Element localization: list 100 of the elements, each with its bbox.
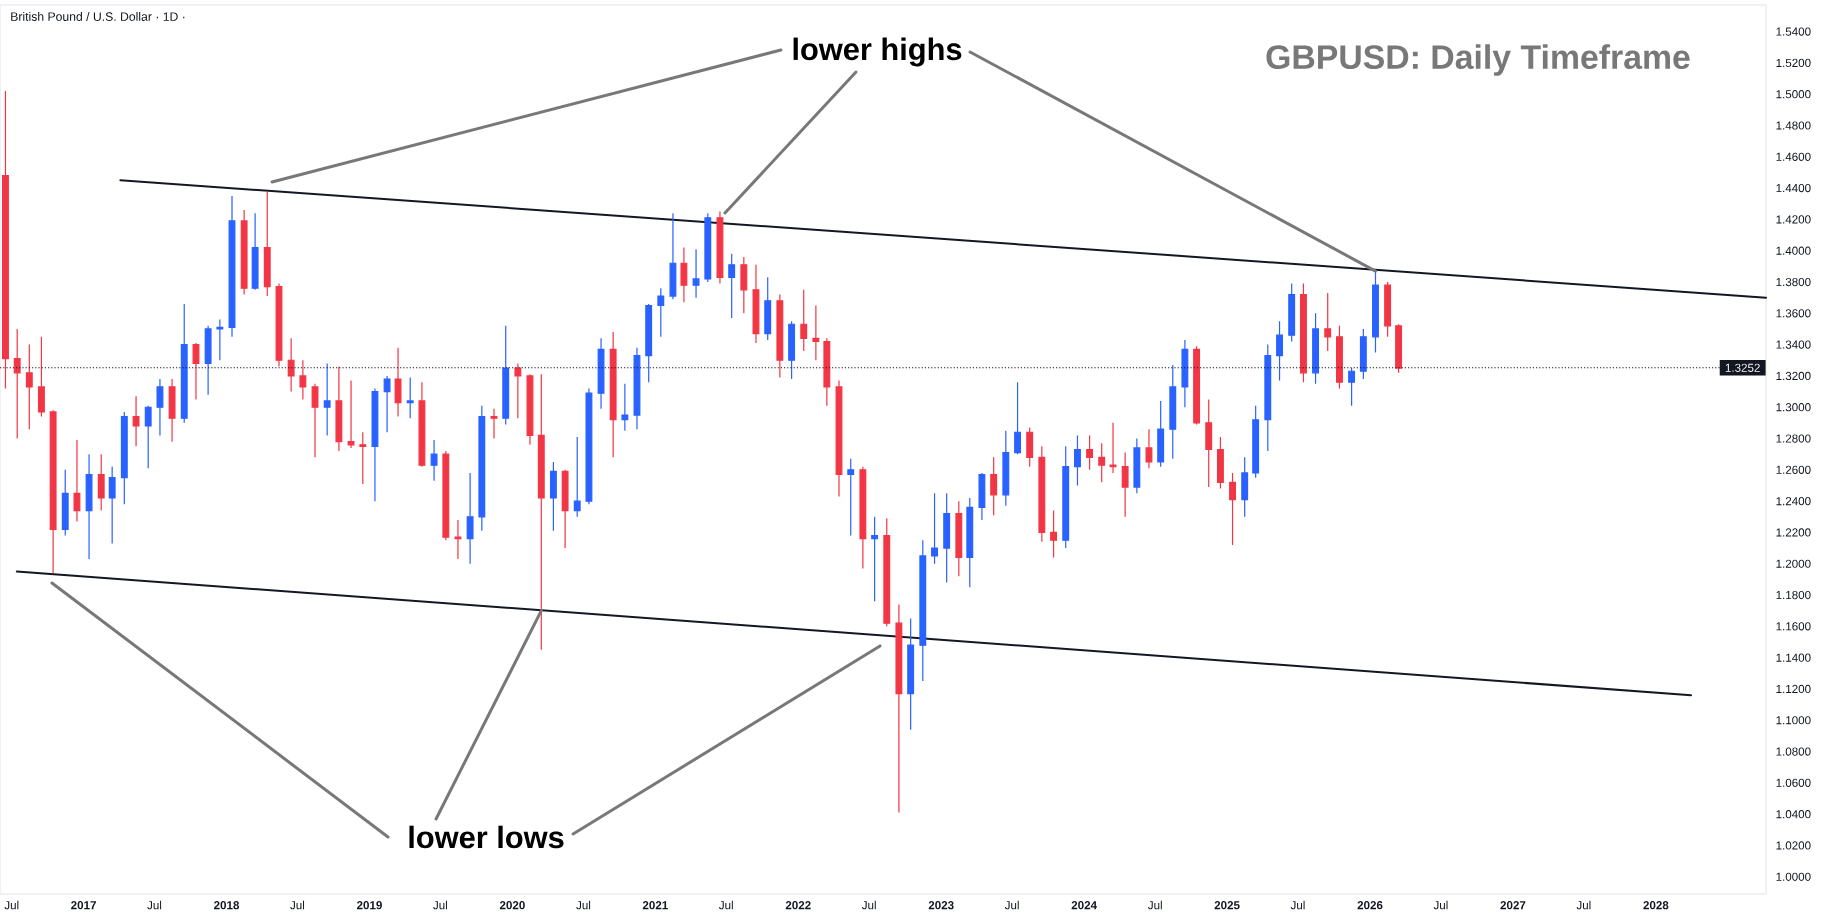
candlestick [1109, 422, 1117, 474]
x-tick-label: Jul [147, 900, 162, 910]
y-tick-label: 1.5200 [1776, 58, 1811, 68]
candlestick [263, 190, 271, 297]
candlestick [883, 517, 891, 627]
candlestick [597, 337, 605, 410]
candlestick [1359, 328, 1367, 380]
candlestick [192, 342, 200, 400]
candlestick [633, 347, 641, 430]
candlestick [228, 195, 236, 338]
candlestick [1062, 445, 1070, 549]
candlestick [1205, 398, 1213, 488]
candlestick [966, 497, 974, 588]
x-tick-label: 2028 [1643, 901, 1669, 910]
ref-line-label: 1.3252 [1725, 363, 1760, 372]
candlestick [49, 409, 57, 574]
candlestick [275, 282, 283, 368]
candlestick [537, 373, 545, 651]
candlestick [609, 331, 617, 458]
candlestick [347, 380, 355, 449]
y-tick-label: 1.5400 [1776, 27, 1811, 36]
y-tick-label: 1.4600 [1776, 152, 1811, 161]
candlestick [1241, 456, 1249, 518]
candlestick [1288, 282, 1296, 343]
y-tick-label: 1.2200 [1776, 528, 1811, 537]
candlestick [1014, 381, 1022, 455]
candlestick [716, 210, 724, 285]
candlestick [955, 500, 963, 577]
x-tick-label: Jul [1433, 900, 1448, 910]
candlestick [526, 373, 534, 446]
candlestick [1002, 430, 1010, 507]
candlestick [1145, 428, 1153, 469]
candlestick [1038, 445, 1046, 543]
candlestick [371, 387, 379, 502]
x-tick-label: Jul [718, 900, 733, 910]
candlestick [931, 492, 938, 565]
x-tick-label: 2020 [499, 901, 525, 910]
candlestick [800, 289, 808, 352]
candlestick [108, 466, 116, 544]
y-tick-label: 1.2000 [1776, 559, 1811, 568]
candlestick [1133, 437, 1141, 494]
candlestick [561, 469, 569, 549]
x-tick-label: Jul [1576, 900, 1591, 910]
annotation: lower lows [409, 825, 564, 849]
candlestick [1372, 270, 1379, 354]
candlestick [788, 320, 796, 380]
candlestick [323, 362, 331, 436]
y-tick-label: 1.2600 [1776, 465, 1811, 474]
candlestick [1050, 509, 1058, 559]
y-tick-label: 1.1200 [1776, 684, 1811, 694]
y-tick-label: 1.5000 [1776, 90, 1811, 99]
candlestick [621, 383, 629, 432]
candlestick [1348, 367, 1356, 407]
candlestick [1086, 434, 1094, 471]
candlestick [359, 431, 367, 485]
y-tick-label: 1.0000 [1776, 872, 1811, 881]
candlestick [335, 365, 343, 452]
candlestick [1384, 281, 1392, 338]
candlestick [454, 519, 462, 560]
candlestick [1169, 364, 1177, 460]
candlestick [1252, 405, 1260, 479]
candlestick [669, 212, 677, 300]
candlestick [299, 359, 307, 400]
candlestick [37, 336, 45, 418]
y-tick-label: 1.0800 [1776, 747, 1811, 756]
candlestick [847, 458, 855, 537]
candlestick [240, 209, 248, 296]
candlestick [1026, 426, 1034, 468]
candlestick [907, 617, 915, 731]
x-tick-label: 2027 [1500, 901, 1526, 910]
candlestick [1229, 472, 1236, 546]
candlestick [1299, 282, 1307, 383]
y-tick-label: 1.4800 [1776, 121, 1811, 130]
y-tick-label: 1.3400 [1776, 340, 1811, 349]
candlestick [1157, 400, 1165, 468]
y-tick-label: 1.0400 [1776, 810, 1811, 819]
y-tick-label: 1.3200 [1776, 371, 1811, 381]
candlestick [2, 90, 9, 390]
candlestick [383, 375, 391, 433]
candlestick [1264, 344, 1272, 452]
candlestick [645, 303, 653, 383]
candlestick [895, 603, 903, 814]
candlestick [680, 246, 688, 303]
text: GBPUSD: Daily Timeframe [1266, 44, 1690, 76]
x-tick-label: Jul [290, 900, 305, 910]
candlestick [85, 453, 93, 560]
candlestick [466, 472, 474, 565]
y-tick-label: 1.3000 [1776, 403, 1811, 412]
y-tick-label: 1.1400 [1776, 653, 1811, 662]
y-tick-label: 1.4000 [1776, 246, 1811, 255]
candlestick [692, 248, 700, 299]
y-tick-label: 1.3800 [1776, 277, 1811, 287]
candlestick [1276, 320, 1283, 382]
candlestick [132, 395, 140, 447]
y-tick-label: 1.4200 [1776, 215, 1811, 224]
y-tick-label: 1.1600 [1776, 622, 1811, 631]
candlestick [823, 337, 831, 407]
chart-title: British Pound / U.S. Dollar · 1D · [11, 11, 185, 21]
x-tick-label: 2019 [356, 901, 382, 910]
x-tick-label: Jul [576, 900, 591, 910]
